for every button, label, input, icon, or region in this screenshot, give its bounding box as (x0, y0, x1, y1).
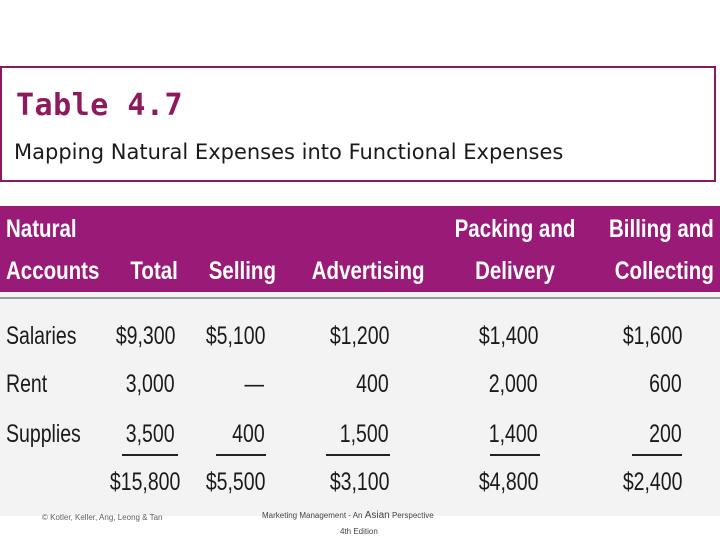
row-supplies-label: Supplies (6, 420, 81, 448)
footer-edition: 4th Edition (340, 527, 378, 536)
footer-copyright: © Kotler, Keller, Ang, Leong & Tan (42, 513, 163, 522)
footer-book-title: Marketing Management - An Asian Perspect… (262, 510, 434, 521)
row-supplies-total: 3,500 (126, 420, 175, 448)
table-header: Natural Accounts Total Selling Advertisi… (0, 206, 720, 292)
row-rent-label: Rent (6, 370, 48, 398)
row-rent-billing: 600 (649, 370, 682, 398)
row-salaries-billing: $1,600 (622, 322, 682, 350)
footer-book-prefix: Marketing Management - An (262, 511, 365, 520)
header-billing-line1: Billing and (609, 215, 714, 243)
totals-total: $15,800 (109, 468, 180, 496)
row-rent-total: 3,000 (126, 370, 175, 398)
header-billing-line2: Collecting (614, 257, 714, 285)
row-salaries-selling: $5,100 (205, 322, 265, 350)
row-salaries-packing: $1,400 (478, 322, 538, 350)
table-subtitle: Mapping Natural Expenses into Functional… (14, 140, 564, 164)
expense-table: Natural Accounts Total Selling Advertisi… (0, 206, 720, 516)
totals-selling: $5,500 (205, 468, 265, 496)
header-natural-line1: Natural (6, 215, 77, 243)
header-selling: Selling (208, 257, 276, 285)
table-title: Table 4.7 (16, 88, 184, 123)
row-supplies-packing: 1,400 (489, 420, 538, 448)
row-supplies-selling: 400 (232, 420, 265, 448)
row-salaries-label: Salaries (6, 322, 77, 350)
row-rent-selling: — (244, 370, 265, 398)
row-supplies-advertising: 1,500 (340, 420, 389, 448)
header-packing-line2: Delivery (475, 257, 555, 285)
totals-billing: $2,400 (622, 468, 682, 496)
row-salaries-total: $9,300 (115, 322, 175, 350)
underline-billing (632, 454, 682, 456)
header-total: Total (130, 257, 178, 285)
totals-advertising: $3,100 (329, 468, 389, 496)
underline-selling (216, 454, 266, 456)
header-packing-line1: Packing and (454, 215, 576, 243)
header-natural-line2: Accounts (6, 257, 100, 285)
underline-advertising (326, 454, 390, 456)
totals-packing: $4,800 (478, 468, 538, 496)
row-salaries-advertising: $1,200 (329, 322, 389, 350)
header-advertising: Advertising (312, 257, 425, 285)
footer-book-suffix: Perspective (389, 511, 434, 520)
row-supplies-billing: 200 (649, 420, 682, 448)
header-divider (0, 297, 720, 299)
underline-total (122, 454, 178, 456)
row-rent-advertising: 400 (356, 370, 389, 398)
footer-book-asian: Asian (364, 510, 390, 521)
row-rent-packing: 2,000 (489, 370, 538, 398)
title-box: Table 4.7 Mapping Natural Expenses into … (0, 66, 716, 182)
underline-packing (490, 454, 540, 456)
